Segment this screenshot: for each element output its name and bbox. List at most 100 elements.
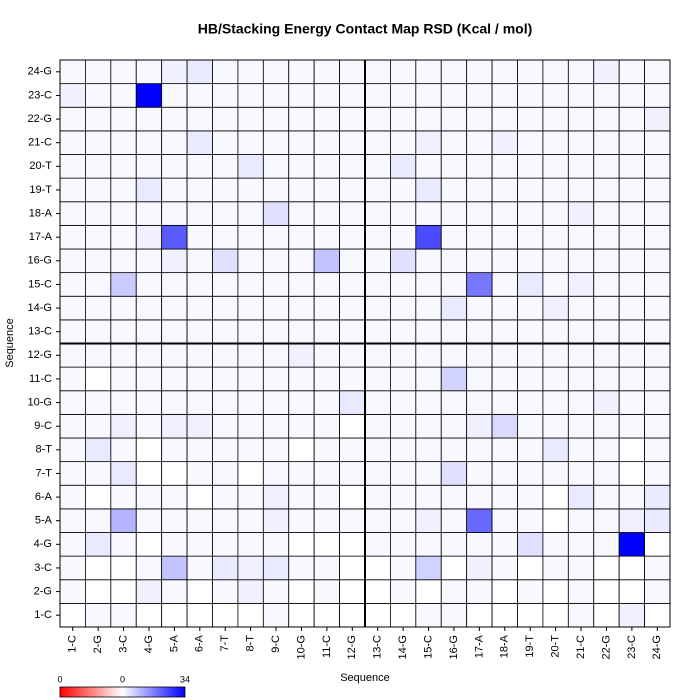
cell: [313, 83, 340, 108]
cell: [135, 83, 163, 108]
y-tick-label: 7-T: [36, 467, 53, 479]
cell: [466, 555, 493, 581]
cell: [466, 532, 493, 557]
cell: [212, 390, 239, 415]
cell: [644, 484, 671, 510]
cell: [440, 555, 468, 581]
cell: [313, 437, 340, 463]
cell: [135, 154, 163, 179]
cell: [186, 461, 213, 486]
x-tick-label: 1-C: [67, 635, 79, 653]
y-tick-label: 23-C: [28, 89, 52, 101]
cell: [517, 295, 544, 321]
cell: [212, 343, 239, 368]
cell: [466, 59, 493, 85]
cell: [618, 295, 645, 321]
cell: [110, 484, 137, 510]
cell: [110, 248, 137, 274]
cell: [466, 130, 493, 155]
cell: [288, 532, 315, 557]
cell: [644, 461, 671, 486]
cell: [110, 272, 137, 297]
cell: [593, 130, 620, 155]
x-tick-label: 15-C: [422, 635, 434, 659]
cell: [262, 437, 290, 463]
cell: [339, 366, 366, 392]
cell: [339, 295, 366, 321]
cell: [517, 579, 544, 604]
x-tick-label: 23-C: [626, 635, 638, 659]
y-axis-label: Sequence: [4, 318, 16, 368]
cell: [59, 532, 86, 557]
cell: [212, 248, 239, 274]
cell: [110, 295, 137, 321]
cell: [135, 319, 163, 344]
colorbar-label: 0: [120, 674, 125, 684]
x-tick-label: 10-G: [295, 635, 307, 659]
cell: [262, 154, 290, 179]
cell: [212, 602, 239, 628]
cell: [364, 508, 391, 533]
cell: [262, 319, 290, 344]
cell: [135, 272, 163, 297]
cell: [161, 579, 188, 604]
cell: [618, 201, 645, 226]
cell: [110, 366, 137, 392]
cell: [186, 154, 213, 179]
cell: [364, 579, 391, 604]
cell: [440, 602, 468, 628]
cell: [262, 106, 290, 132]
x-tick-label: 3-C: [117, 635, 129, 653]
cell: [237, 130, 264, 155]
cell: [161, 130, 188, 155]
y-tick-label: 8-T: [36, 444, 53, 456]
y-tick-label: 16-G: [28, 255, 52, 267]
cell: [618, 83, 645, 108]
cell: [644, 295, 671, 321]
cell: [262, 366, 290, 392]
cell: [517, 508, 544, 533]
cell: [161, 413, 188, 439]
cell: [390, 366, 417, 392]
cell: [415, 366, 442, 392]
cell: [593, 390, 620, 415]
cell: [135, 437, 163, 463]
cell: [161, 59, 188, 85]
y-tick-label: 18-A: [29, 207, 53, 219]
cell: [186, 366, 213, 392]
y-tick-label: 20-T: [29, 160, 52, 172]
cell: [110, 461, 137, 486]
cell: [161, 248, 188, 274]
cell: [567, 343, 595, 368]
cell: [542, 343, 569, 368]
cell: [161, 319, 188, 344]
cell: [313, 224, 340, 250]
cell: [491, 224, 518, 250]
cell: [288, 177, 315, 203]
cell: [491, 248, 518, 274]
cell: [110, 59, 137, 85]
cell: [542, 437, 569, 463]
cell: [262, 343, 290, 368]
x-tick-label: 7-T: [219, 635, 231, 652]
cell: [440, 224, 468, 250]
cell: [567, 555, 595, 581]
cell: [237, 106, 264, 132]
cell: [262, 130, 290, 155]
cell: [517, 201, 544, 226]
cell: [313, 106, 340, 132]
cell: [237, 59, 264, 85]
cell: [364, 484, 391, 510]
cell: [466, 484, 493, 510]
cell: [135, 130, 163, 155]
cell: [186, 390, 213, 415]
cell: [491, 484, 518, 510]
cell: [339, 272, 366, 297]
cell: [364, 343, 391, 368]
cell: [542, 366, 569, 392]
cell: [186, 130, 213, 155]
cell: [212, 484, 239, 510]
cell: [491, 532, 518, 557]
cell: [618, 224, 645, 250]
cell: [491, 106, 518, 132]
